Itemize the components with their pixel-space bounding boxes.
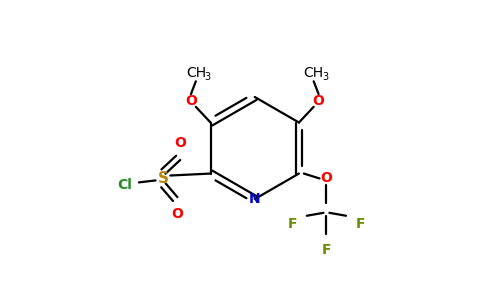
Text: O: O [171,207,183,221]
Text: F: F [322,243,331,257]
Text: Cl: Cl [118,178,133,192]
Text: O: O [174,136,186,150]
Text: CH: CH [186,66,206,80]
Text: O: O [313,94,325,108]
Text: CH: CH [303,66,324,80]
Text: O: O [320,172,333,185]
Text: O: O [185,94,197,108]
Text: 3: 3 [322,72,329,82]
Text: N: N [249,192,260,206]
Text: F: F [287,217,297,231]
Text: S: S [158,171,169,186]
Text: 3: 3 [205,72,211,82]
Text: F: F [356,217,365,231]
